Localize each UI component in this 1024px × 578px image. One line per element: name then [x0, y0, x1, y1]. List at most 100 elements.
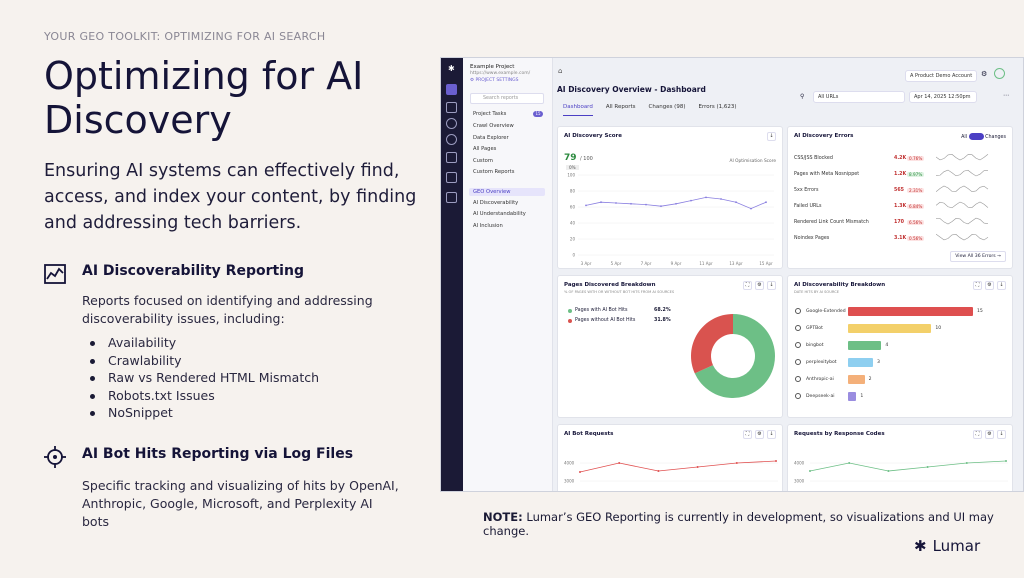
legend-label: Pages without AI Bot Hits — [575, 318, 636, 323]
bot-label: Google-Extended — [806, 309, 846, 314]
data-point — [735, 462, 738, 464]
data-point — [585, 204, 587, 207]
sidebar-item-all-pages[interactable]: All Pages — [473, 146, 497, 152]
app-screenshot: ✱ Example Project https://www.example.co… — [440, 57, 1024, 492]
sidebar-item-ai-inclusion[interactable]: AI Inclusion — [473, 223, 503, 229]
note-text: Lumar’s GEO Reporting is currently in de… — [483, 510, 994, 538]
tab-dashboard[interactable]: Dashboard — [563, 104, 593, 116]
data-point — [600, 201, 602, 204]
sidebar: Example Project https://www.example.com/… — [463, 58, 553, 491]
settings-icon[interactable]: ⚙ — [985, 430, 994, 439]
section-title: AI Discoverability Reporting — [82, 263, 304, 279]
geo-icon[interactable] — [446, 84, 457, 95]
data-point — [579, 471, 581, 473]
data-point — [615, 202, 617, 204]
expand-icon[interactable]: ⛶ — [973, 430, 982, 439]
settings-icon[interactable]: ⚙ — [755, 430, 764, 439]
sidebar-item-geo-overview[interactable]: GEO Overview — [469, 188, 545, 196]
tab-errors[interactable]: Errors (1,623) — [698, 104, 737, 110]
y-tick-label: 20 — [570, 237, 576, 242]
card-title: AI Discoverability Breakdown — [794, 282, 886, 288]
sidebar-item-custom[interactable]: Custom — [473, 158, 493, 164]
sparkline-path — [936, 217, 989, 225]
toggle-switch[interactable] — [968, 133, 984, 140]
y-tick-label: 0 — [572, 253, 575, 258]
ai-bot-requests-card: AI Bot Requests ⛶ ⚙ ↓ 4000 3000 — [557, 424, 783, 491]
project-url: https://www.example.com/ — [470, 71, 531, 76]
error-value: 4.2K — [894, 156, 907, 161]
view-all-errors-button[interactable]: View All 36 Errors → — [950, 251, 1006, 262]
error-value: 565 — [894, 188, 905, 193]
sparkline — [936, 169, 989, 177]
sidebar-item-crawl-overview[interactable]: Crawl Overview — [473, 123, 514, 129]
download-icon[interactable]: ↓ — [767, 281, 776, 290]
project-settings-link[interactable]: ⚙ PROJECT SETTINGS — [470, 78, 519, 83]
bar — [848, 341, 882, 350]
download-icon[interactable]: ↓ — [767, 430, 776, 439]
url-filter-select[interactable]: All URLs — [813, 91, 905, 103]
settings-icon[interactable]: ⚙ — [981, 70, 988, 78]
error-value: 1.2K — [894, 172, 907, 177]
data-point — [645, 203, 647, 206]
account-selector[interactable]: A Product Demo Account — [905, 70, 978, 82]
bot-label: Anthropic-ai — [806, 377, 834, 382]
sidebar-item-custom-reports[interactable]: Custom Reports — [473, 169, 515, 175]
share-icon[interactable]: ⋯ — [1003, 92, 1009, 99]
search-icon[interactable]: ⚲ — [800, 93, 805, 100]
download-icon[interactable]: ↓ — [997, 430, 1006, 439]
settings-icon[interactable]: ⚙ — [755, 281, 764, 290]
tab-all-reports[interactable]: All Reports — [605, 104, 636, 110]
series-line — [579, 460, 777, 473]
bar-value: 10 — [935, 326, 942, 331]
card-actions: ↓ — [764, 132, 776, 141]
avatar[interactable] — [994, 68, 1005, 79]
pages-donut-chart — [691, 314, 775, 398]
sidebar-item-ai-discoverability[interactable]: AI Discoverability — [473, 200, 519, 206]
expand-icon[interactable]: ⛶ — [743, 281, 752, 290]
sidebar-item-data-explorer[interactable]: Data Explorer — [473, 135, 509, 141]
doc-icon[interactable] — [446, 172, 457, 183]
response-codes-chart: 4000 3000 — [794, 460, 1008, 484]
sidebar-item-project-tasks[interactable]: Project Tasks — [473, 111, 507, 117]
chart-icon — [44, 264, 66, 284]
home-icon[interactable]: ⌂ — [558, 67, 563, 75]
dashboard-title: AI Discovery Overview - Dashboard — [557, 85, 706, 94]
brand-logo: ✱ Lumar — [914, 537, 986, 555]
list-item: Raw vs Rendered HTML Mismatch — [44, 369, 319, 387]
brand-name: Lumar — [932, 537, 981, 555]
data-point — [690, 199, 692, 202]
legend-label: Pages with AI Bot Hits — [575, 308, 628, 313]
sidebar-item-ai-understandability[interactable]: AI Understandability — [473, 211, 526, 217]
legend-value: 31.8% — [654, 318, 671, 323]
data-point — [809, 470, 811, 472]
image-icon[interactable] — [446, 192, 457, 203]
download-icon[interactable]: ↓ — [997, 281, 1006, 290]
error-value: 3.1K — [894, 236, 907, 241]
lede: Ensuring AI systems can effectively find… — [44, 161, 417, 233]
card-title: AI Discovery Score — [564, 133, 622, 139]
data-point — [660, 205, 662, 208]
sparkline — [936, 233, 989, 241]
clock-icon[interactable] — [446, 134, 457, 145]
expand-icon[interactable]: ⛶ — [743, 430, 752, 439]
x-tick-label: 9 Apr — [671, 261, 682, 266]
error-value: 1.3K — [894, 204, 907, 209]
legend-value: 68.2% — [654, 308, 671, 313]
expand-icon[interactable]: ⛶ — [973, 281, 982, 290]
section-title: AI Bot Hits Reporting via Log Files — [82, 446, 354, 462]
date-select[interactable]: Apr 14, 2025 12:50pm — [909, 91, 977, 103]
tab-changes[interactable]: Changes (98) — [648, 104, 686, 110]
data-point — [765, 201, 767, 204]
response-codes-card: Requests by Response Codes ⛶ ⚙ ↓ 4000 3000 — [787, 424, 1013, 491]
data-point — [926, 466, 929, 468]
changes-toggle[interactable]: All Changes — [961, 133, 1006, 140]
logo-icon: ✱ — [448, 64, 455, 73]
settings-icon[interactable]: ⚙ — [985, 281, 994, 290]
table-icon[interactable] — [446, 152, 457, 163]
globe-icon[interactable] — [446, 118, 457, 129]
grid-icon[interactable] — [446, 102, 457, 113]
search-input[interactable]: Search reports — [470, 93, 544, 104]
download-icon[interactable]: ↓ — [767, 132, 776, 141]
bot-requests-chart: 4000 3000 — [564, 460, 778, 484]
error-percent: 2.31% — [907, 188, 925, 193]
